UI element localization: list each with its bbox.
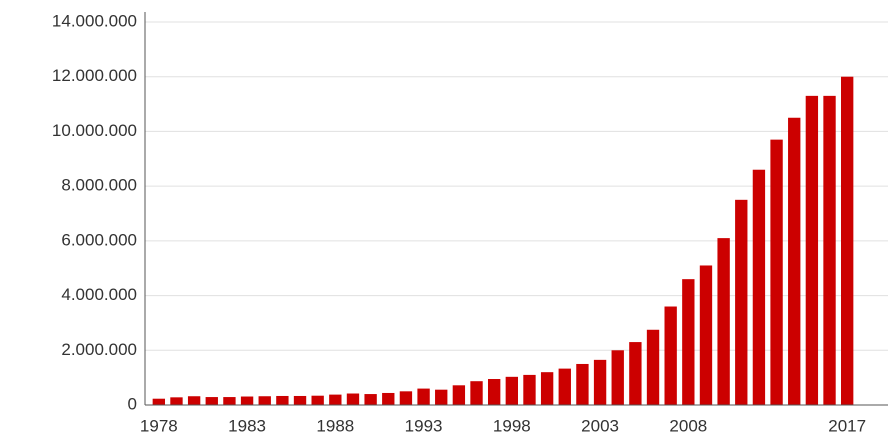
bar [629,342,642,405]
y-tick-label: 0 [128,394,137,413]
bar [452,385,466,405]
bar [646,329,660,405]
bar [311,395,324,405]
y-tick-label: 2.000.000 [61,340,137,359]
bar [240,396,254,405]
y-tick-label: 8.000.000 [61,176,137,195]
x-tick-label: 2003 [581,416,619,435]
bar [770,139,783,405]
bar [523,374,536,405]
bar [487,379,501,405]
x-tick-label: 1983 [228,416,266,435]
bar [611,350,624,405]
bar [840,76,854,405]
x-tick-label: 1993 [405,416,443,435]
bar [717,238,730,405]
y-tick-label: 4.000.000 [61,285,137,304]
bar [152,398,166,405]
bar [435,389,448,405]
bar [788,117,801,405]
y-tick-label: 10.000.000 [52,121,137,140]
bar [329,394,342,405]
y-tick-label: 12.000.000 [52,66,137,85]
y-tick-label: 14.000.000 [52,11,137,30]
bar [223,397,236,405]
bar [699,265,713,405]
x-tick-label: 1978 [140,416,178,435]
bar [470,381,483,405]
bar [805,95,819,405]
bar [735,199,748,405]
bar [170,397,183,405]
bar [346,393,360,405]
x-tick-label: 1998 [493,416,531,435]
bar [364,394,377,405]
bar [293,395,307,405]
bar [558,368,571,405]
bar [276,395,289,405]
bar [593,359,607,405]
bar [576,363,589,405]
bar [399,391,413,405]
bar [664,306,677,405]
x-tick-label: 2017 [828,416,866,435]
bar [752,169,766,405]
bar [682,279,695,405]
bar [823,95,836,405]
x-tick-label: 1988 [316,416,354,435]
bar [187,396,201,405]
bar [382,392,395,405]
bar [417,388,430,405]
bar [205,397,218,405]
y-tick-label: 6.000.000 [61,230,137,249]
bar [258,396,271,405]
bar [505,376,519,405]
x-tick-label: 2008 [669,416,707,435]
bar [540,372,554,405]
